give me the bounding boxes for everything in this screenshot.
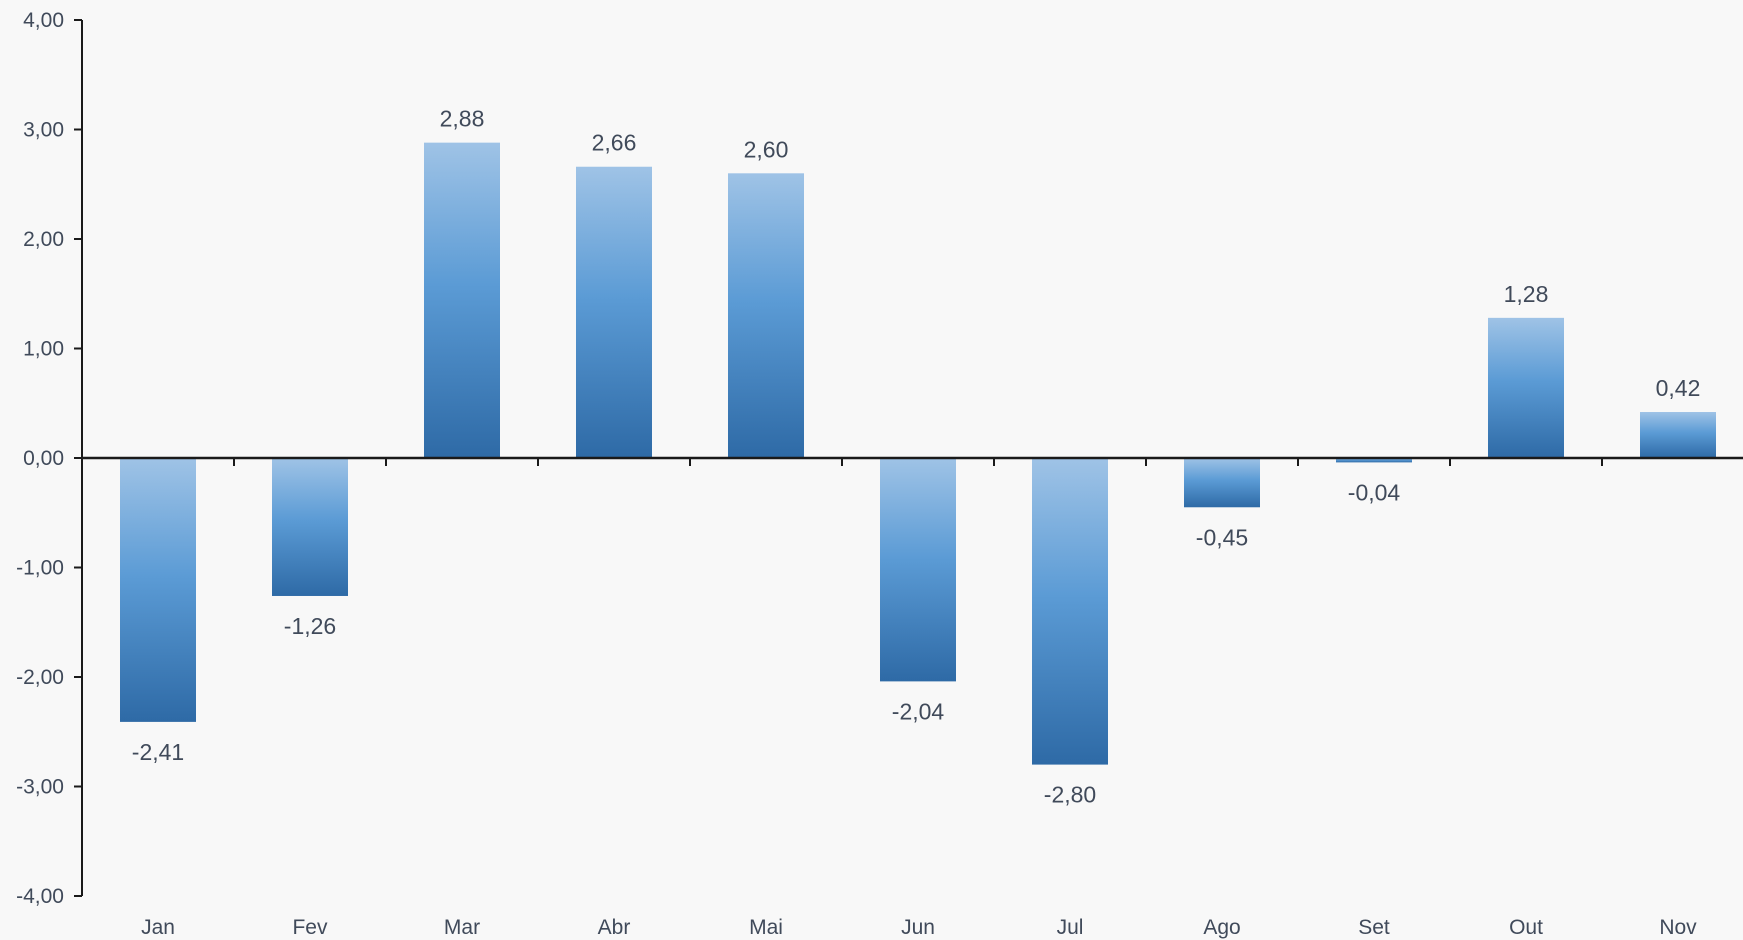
y-tick-label: -2,00 (16, 666, 64, 689)
data-label-fev: -1,26 (284, 613, 336, 639)
bar-abr (576, 166, 652, 459)
x-tick-label-fev: Fev (292, 916, 328, 939)
x-tick-label-set: Set (1358, 916, 1390, 939)
x-tick-label-nov: Nov (1659, 916, 1697, 939)
x-tick-label-jan: Jan (141, 916, 175, 939)
y-tick-label: 3,00 (23, 119, 64, 142)
bar-jan (120, 458, 196, 722)
data-label-out: 1,28 (1504, 281, 1549, 307)
y-axis: 4,00 3,00 2,00 1,00 0,00 -1,00 -2,00 -3,00 -4,00 (16, 9, 83, 908)
x-tick-label-out: Out (1509, 916, 1543, 939)
data-label-jan: -2,41 (132, 739, 184, 765)
bar-fev (272, 458, 348, 596)
y-tick-label: -1,00 (16, 557, 64, 580)
data-label-nov: 0,42 (1656, 375, 1701, 401)
x-tick-label-jul: Jul (1057, 916, 1084, 939)
y-tick-label: 4,00 (23, 9, 64, 32)
bars (120, 142, 1716, 765)
bar-out (1488, 317, 1564, 458)
data-label-ago: -0,45 (1196, 524, 1248, 550)
data-label-jul: -2,80 (1044, 782, 1096, 808)
bar-nov (1640, 412, 1716, 458)
y-tick-label: -3,00 (16, 776, 64, 799)
data-label-abr: 2,66 (592, 130, 637, 156)
data-label-set: -0,04 (1348, 479, 1401, 505)
y-tick-label: -4,00 (16, 885, 64, 908)
data-labels: -2,41 -1,26 2,88 2,66 2,60 -2,04 -2,80 -0,45 -0,… (132, 106, 1701, 808)
bar-mai (728, 173, 804, 459)
bar-set (1336, 458, 1412, 463)
data-label-jun: -2,04 (892, 698, 945, 724)
y-tick-label: 2,00 (23, 228, 64, 251)
bar-ago (1184, 458, 1260, 508)
x-tick-label-ago: Ago (1203, 916, 1240, 939)
bar-jul (1032, 458, 1108, 765)
y-tick-label: 1,00 (23, 338, 64, 361)
bar-jun (880, 458, 956, 682)
data-label-mar: 2,88 (440, 106, 485, 132)
x-tick-label-mai: Mai (749, 916, 783, 939)
data-label-mai: 2,60 (744, 136, 789, 162)
bar-mar (424, 142, 500, 458)
y-tick-label: 0,00 (23, 447, 64, 470)
x-tick-label-mar: Mar (444, 916, 480, 939)
x-axis: Jan Fev Mar Abr Mai Jun Jul Ago Set Out Nov (82, 456, 1743, 939)
x-tick-label-jun: Jun (901, 916, 935, 939)
x-tick-label-abr: Abr (598, 916, 631, 939)
